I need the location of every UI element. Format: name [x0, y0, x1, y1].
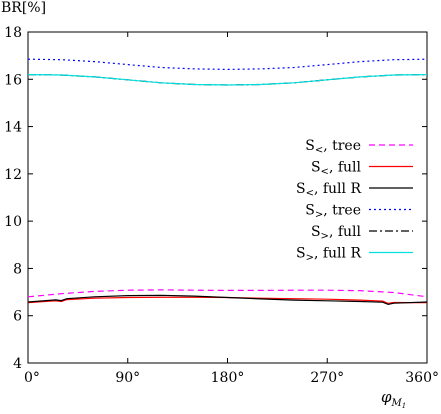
legend-label: S<, full R [296, 181, 361, 199]
legend-label: S>, full [311, 224, 362, 242]
legend-label-sub: > [306, 253, 314, 264]
legend-label: S<, full [311, 160, 362, 178]
legend-entry: S<, full R [296, 181, 413, 199]
y-tick-label: 16 [4, 72, 22, 88]
y-tick-label: 4 [13, 356, 22, 372]
legend-label-rest: , tree [323, 138, 361, 154]
x-tick-label: 270° [310, 370, 344, 386]
y-tick-label: 6 [13, 309, 22, 325]
legend-label-rest: , full [329, 160, 362, 176]
legend-label-main: S [305, 203, 315, 219]
legend-entry: S>, full [311, 224, 413, 242]
legend-label-rest: , full R [314, 246, 362, 262]
y-tick-label: 10 [4, 214, 22, 230]
legend-label-main: S [305, 138, 315, 154]
legend-label-main: S [311, 160, 321, 176]
legend-entry: S<, tree [305, 138, 413, 156]
series-line-0 [27, 289, 428, 298]
legend-label-rest: , full [329, 224, 362, 240]
series-line-2 [27, 294, 428, 306]
x-tick-label: 90° [115, 370, 140, 386]
x-axis-title-sub: M [391, 398, 403, 409]
legend-entry: S<, full [311, 160, 413, 178]
legend-label-sub: < [306, 188, 314, 199]
x-tick-label: 0° [24, 370, 40, 386]
y-axis-title: BR[%] [1, 0, 46, 16]
y-tick-label: 14 [4, 120, 22, 136]
series-layer [27, 58, 428, 306]
series-line-3 [27, 58, 428, 71]
x-axis-title: φM1 [381, 388, 406, 409]
legend-label-sub: < [315, 145, 323, 156]
series-line-1 [27, 296, 428, 305]
series-line-5 [27, 74, 428, 86]
legend-label-main: S [296, 181, 306, 197]
x-axis-title-subsub: 1 [402, 402, 406, 409]
legend-label: S<, tree [305, 138, 361, 156]
legend-entry: S>, full R [296, 246, 413, 264]
y-tick-label: 12 [4, 167, 22, 183]
legend-label-main: S [296, 246, 306, 262]
legend-label-sub: < [321, 167, 329, 178]
legend-label: S>, tree [305, 203, 361, 221]
x-tick-label: 180° [211, 370, 245, 386]
x-axis-title-main: φ [381, 388, 392, 406]
legend-label: S>, full R [296, 246, 361, 264]
legend-label-sub: > [315, 210, 323, 221]
legend-label-rest: , tree [323, 203, 361, 219]
legend-label-rest: , full R [314, 181, 362, 197]
legend-entry: S>, tree [305, 203, 413, 221]
plot-frame [27, 31, 428, 364]
legend-label-main: S [311, 224, 321, 240]
y-tick-label: 18 [4, 25, 22, 41]
legend-label-sub: > [321, 231, 329, 242]
x-tick-label: 360° [405, 370, 439, 386]
y-tick-label: 8 [13, 261, 22, 277]
